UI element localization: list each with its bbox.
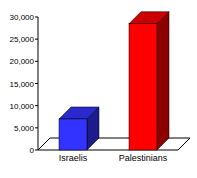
y-tick-label: 10,000	[10, 102, 35, 111]
y-tick	[35, 39, 38, 40]
x-tick-label: Palestinians	[119, 153, 168, 163]
bar-front	[59, 119, 87, 150]
bar	[59, 107, 99, 150]
bar-top	[129, 12, 169, 24]
bar	[129, 12, 169, 150]
y-tick-label: 5,000	[14, 124, 35, 133]
y-tick-label: 0	[30, 146, 35, 155]
y-tick	[35, 61, 38, 62]
bar-side	[157, 12, 169, 150]
y-tick	[35, 105, 38, 106]
y-tick-label: 20,000	[10, 57, 35, 66]
y-tick	[35, 127, 38, 128]
chart-svg: 0 5,000 10,000 15,000 20,000 25,000 30,000 Isra…	[0, 0, 197, 178]
bars	[59, 12, 169, 150]
x-tick-label: Israelis	[59, 153, 88, 163]
y-tick-label: 15,000	[10, 80, 35, 89]
y-tick	[35, 83, 38, 84]
y-tick-label: 25,000	[10, 35, 35, 44]
bar-top	[59, 107, 99, 119]
chart-container: 0 5,000 10,000 15,000 20,000 25,000 30,000 Isra…	[0, 0, 197, 178]
y-tick-label: 30,000	[10, 13, 35, 22]
y-tick	[35, 150, 38, 151]
y-tick	[35, 17, 38, 18]
bar-front	[129, 24, 157, 150]
